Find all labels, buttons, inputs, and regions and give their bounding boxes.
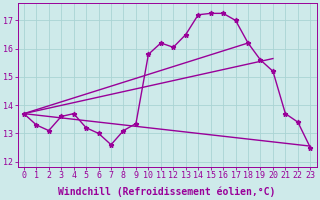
X-axis label: Windchill (Refroidissement éolien,°C): Windchill (Refroidissement éolien,°C) [58,186,276,197]
